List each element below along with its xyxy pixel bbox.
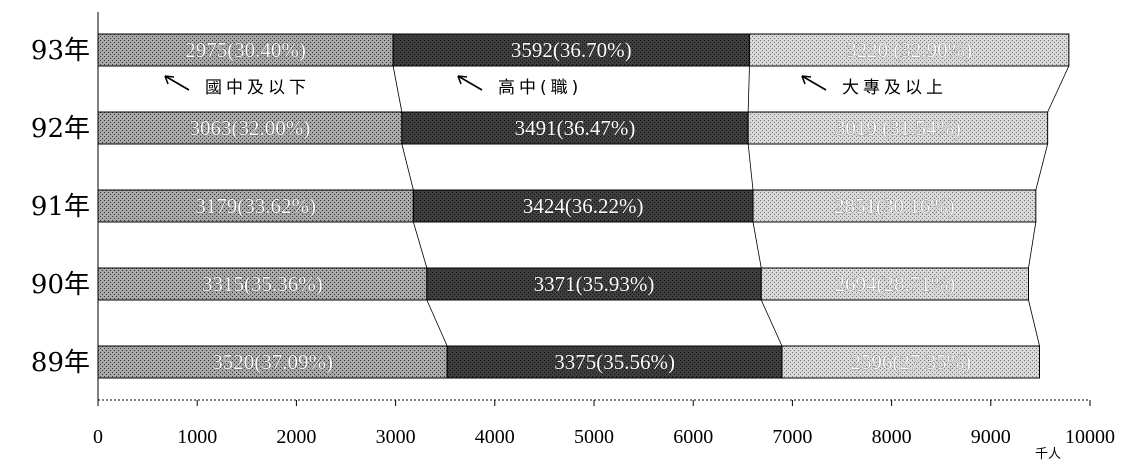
x-tick-label: 8000	[872, 426, 912, 448]
connector-line	[401, 143, 414, 191]
category-label: 90年	[31, 270, 90, 300]
x-tick-label: 4000	[475, 426, 515, 448]
legend-arrow-icon	[457, 75, 483, 91]
data-label: 2851(30.16%)	[834, 194, 955, 218]
data-label: 3592(36.70%)	[511, 38, 632, 62]
bar-segment	[760, 267, 1029, 301]
data-label: 3424(36.22%)	[523, 194, 644, 218]
category-label: 92年	[31, 114, 90, 144]
data-label: 3220 (32.90%)	[846, 38, 972, 62]
bar-segment	[97, 345, 448, 379]
x-tick-label: 9000	[971, 426, 1011, 448]
data-label: 3315(35.36%)	[202, 272, 323, 296]
x-tick-label: 0	[93, 426, 103, 448]
x-tick-label: 7000	[772, 426, 812, 448]
data-label: 3063(32.00%)	[190, 116, 311, 140]
legend: 國中及以下 高中(職) 大專及以上	[164, 75, 947, 98]
data-label: 3179(33.62%)	[195, 194, 316, 218]
x-axis-ticks: 0 1000 2000 3000 4000 5000 6000 7000 8000 9000 100…	[93, 400, 1115, 448]
bar-segment	[781, 345, 1041, 379]
x-tick-label: 10000	[1065, 426, 1115, 448]
bar-segment	[97, 33, 394, 67]
data-label: 3019 (31.54%)	[835, 116, 961, 140]
legend-arrow-icon	[164, 75, 190, 91]
category-label: 89年	[31, 348, 90, 378]
bar-segment	[392, 33, 750, 67]
data-label: 2975(30.40%)	[185, 38, 306, 62]
category-label: 93年	[31, 36, 90, 66]
data-label: 2596(27.35%)	[850, 350, 971, 374]
x-axis-unit: 千人	[1035, 447, 1061, 462]
connector-line	[1047, 65, 1070, 113]
bar-segment	[412, 189, 754, 223]
category-labels: 93年 92年 91年 90年 89年	[31, 36, 90, 378]
x-tick-label: 2000	[276, 426, 316, 448]
legend-entry: 大專及以上	[842, 78, 947, 98]
data-label: 3520(37.09%)	[212, 350, 333, 374]
connector-line	[412, 221, 428, 269]
bar-segment	[748, 33, 1070, 67]
connector-line	[747, 65, 750, 113]
connector-line	[752, 221, 762, 269]
bar-segment	[97, 111, 403, 145]
bar-segment	[97, 267, 428, 301]
legend-entry: 國中及以下	[205, 78, 310, 98]
data-label: 2694(28.71%)	[835, 272, 956, 296]
bar-segment	[747, 111, 1049, 145]
connector-line	[747, 143, 754, 191]
data-label: 3371(35.93%)	[534, 272, 655, 296]
connector-lines	[392, 65, 1070, 347]
x-tick-label: 6000	[673, 426, 713, 448]
connector-line	[426, 299, 448, 347]
connector-line	[1035, 143, 1049, 191]
connector-line	[392, 65, 403, 113]
bar-segment	[97, 189, 414, 223]
data-label: 3491(36.47%)	[515, 116, 636, 140]
x-tick-label: 1000	[177, 426, 217, 448]
bars-group: 2975(30.40%) 3592(36.70%) 3220 (32.90%) 306…	[97, 33, 1070, 379]
legend-entry: 高中(職)	[498, 78, 582, 98]
bar-segment	[401, 111, 749, 145]
connector-line	[760, 299, 783, 347]
x-tick-label: 3000	[376, 426, 416, 448]
x-tick-label: 5000	[574, 426, 614, 448]
category-label: 91年	[31, 192, 90, 222]
connector-line	[1028, 221, 1037, 269]
connector-line	[1028, 299, 1040, 347]
bar-segment	[752, 189, 1037, 223]
legend-arrow-icon	[801, 75, 827, 91]
bar-segment	[446, 345, 783, 379]
data-label: 3375(35.56%)	[554, 350, 675, 374]
bar-segment	[426, 267, 762, 301]
